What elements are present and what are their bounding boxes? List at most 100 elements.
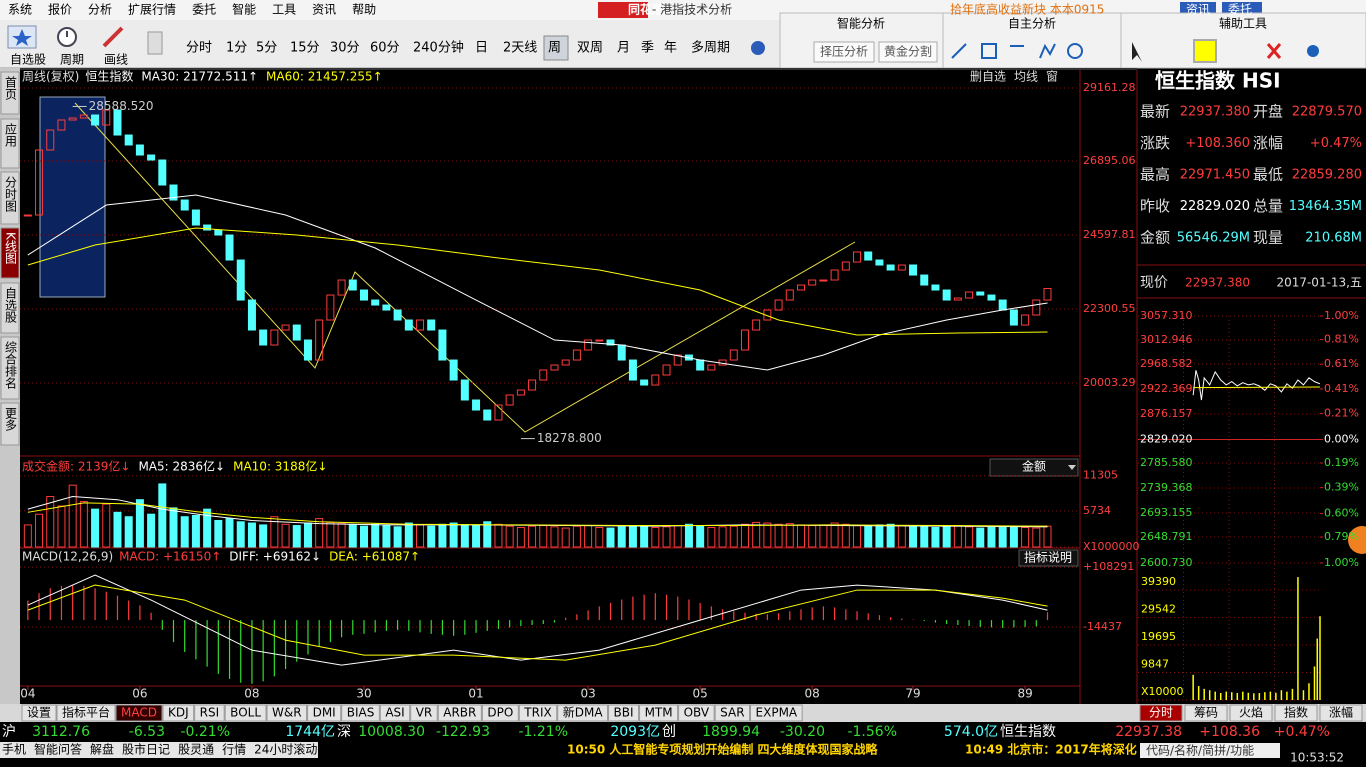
indicator-tab[interactable]	[162, 704, 195, 722]
side-tab[interactable]	[0, 71, 20, 115]
indicator-tab-label[interactable]: MACD	[121, 706, 157, 720]
period-button[interactable]: 双周	[577, 41, 603, 56]
intraday-tab-label[interactable]: 火焰	[1239, 705, 1263, 720]
intraday-tab-label[interactable]: 筹码	[1194, 706, 1218, 720]
indicator-tab[interactable]	[307, 704, 342, 722]
intraday-tab-label[interactable]: 指数	[1284, 705, 1308, 720]
menu-item[interactable]: 工具	[272, 3, 296, 17]
indicator-tab[interactable]	[194, 704, 225, 722]
side-tab-label[interactable]: 分时图	[4, 176, 18, 212]
period-button[interactable]: 季	[641, 41, 654, 56]
cursor-tool[interactable]	[1132, 42, 1142, 62]
tool-label[interactable]: 自选股	[10, 53, 46, 67]
top-button[interactable]: 资讯	[1186, 3, 1210, 17]
button-box[interactable]	[1018, 549, 1079, 567]
indicator-tab[interactable]	[21, 704, 57, 722]
intraday-tab[interactable]	[1184, 704, 1228, 722]
gear-tool[interactable]	[1307, 45, 1319, 57]
intraday-tab[interactable]	[1139, 704, 1183, 722]
news-item[interactable]: 10:49 北京市：2017年将深化	[965, 742, 1137, 757]
chart-button[interactable]: 窗	[1046, 70, 1058, 84]
indicator-tab[interactable]	[266, 704, 308, 722]
period-button[interactable]: 5分	[256, 41, 277, 56]
side-tab[interactable]	[0, 402, 20, 446]
indicator-tab[interactable]	[639, 704, 679, 722]
indicator-tab[interactable]	[437, 704, 482, 722]
tool-wave[interactable]	[1039, 43, 1056, 59]
indicator-tab[interactable]	[56, 704, 116, 722]
tool-line[interactable]	[951, 43, 967, 59]
menu-item[interactable]: 扩展行情	[128, 3, 176, 17]
bottom-button[interactable]: 手机	[2, 743, 26, 757]
period-button[interactable]: 月	[617, 41, 630, 56]
indicator-tab[interactable]	[750, 704, 803, 722]
menu-item[interactable]: 资讯	[312, 3, 336, 17]
period-button[interactable]: 15分	[290, 41, 320, 56]
indicator-tab[interactable]	[678, 704, 715, 722]
indicator-tab-label[interactable]: OBV	[684, 706, 710, 720]
settings-icon[interactable]	[751, 41, 765, 55]
indicator-tab-label[interactable]: KDJ	[168, 706, 189, 720]
indicator-tab-label[interactable]: 设置	[27, 706, 51, 720]
menu-item[interactable]: 智能	[232, 2, 256, 17]
side-tab-label[interactable]: 应用	[4, 122, 18, 148]
bottom-button[interactable]: 解盘	[90, 742, 114, 757]
period-button[interactable]: 1分	[226, 41, 247, 56]
tool-label[interactable]: 画线	[104, 53, 128, 67]
search-box[interactable]	[1140, 743, 1280, 758]
indicator-tab-label[interactable]: ASI	[385, 706, 404, 720]
period-button[interactable]: 分时	[186, 41, 212, 56]
bottom-button[interactable]: 智能问答	[34, 742, 82, 757]
indicator-tab[interactable]	[608, 704, 640, 722]
indicator-tab-label[interactable]: DPO	[487, 706, 513, 720]
selector-label[interactable]: 金额	[1022, 459, 1046, 474]
chart-button[interactable]: 均线	[1014, 70, 1038, 84]
tool-rect[interactable]	[981, 43, 997, 59]
intraday-tab[interactable]	[1274, 704, 1318, 722]
indicator-tab[interactable]	[224, 704, 267, 722]
bottom-button[interactable]: 股市日记	[122, 742, 170, 757]
side-tab[interactable]	[0, 171, 20, 225]
indicator-tab-label[interactable]: EXPMA	[756, 706, 798, 720]
menu-item[interactable]: 系统	[8, 3, 32, 17]
indicator-help[interactable]: 指标说明	[1024, 550, 1072, 565]
panel-button[interactable]: 黄金分割	[884, 44, 932, 59]
menu-item[interactable]: 分析	[88, 3, 112, 17]
indicator-tab-label[interactable]: ARBR	[443, 706, 476, 720]
menu-item[interactable]: 委托	[192, 3, 216, 17]
indicator-tab-label[interactable]: 指标平台	[62, 705, 110, 720]
indicator-tab-label[interactable]: MTM	[645, 706, 673, 720]
period-button[interactable]: 多周期	[691, 40, 730, 56]
float-badge[interactable]	[1348, 526, 1366, 554]
bottom-button[interactable]: 股灵通	[178, 743, 214, 757]
intraday-tab[interactable]	[1319, 704, 1363, 722]
indicator-tab-label[interactable]: BIAS	[347, 706, 375, 720]
search-placeholder[interactable]: 代码/名称/简拼/功能	[1146, 743, 1254, 758]
period-button[interactable]: 周	[548, 41, 561, 56]
intraday-tab-label[interactable]: 分时	[1149, 706, 1173, 720]
indicator-tab-label[interactable]: TRIX	[523, 706, 551, 720]
tool-circle[interactable]	[1067, 43, 1083, 59]
indicator-tab-label[interactable]: SAR	[720, 706, 744, 720]
indicator-tab-label[interactable]: BBI	[614, 706, 634, 720]
chart-button[interactable]: 删自选	[970, 70, 1006, 84]
indicator-tab[interactable]	[410, 704, 438, 722]
side-tab-label[interactable]: 首页	[4, 76, 18, 101]
tool-label[interactable]: 周期	[60, 53, 84, 67]
top-button[interactable]: 委托	[1228, 3, 1252, 17]
pen-icon[interactable]	[102, 26, 124, 48]
indicator-tab-label[interactable]: W&R	[272, 706, 302, 720]
intraday-tab[interactable]	[1229, 704, 1273, 722]
side-tab-label[interactable]: 自选股	[4, 287, 18, 324]
side-tab[interactable]	[0, 282, 20, 334]
intraday-tab-label[interactable]: 涨幅	[1329, 705, 1353, 720]
panel-button[interactable]: 择压分析	[820, 45, 868, 59]
indicator-tab[interactable]	[481, 704, 519, 722]
period-button[interactable]: 年	[664, 41, 677, 56]
indicator-tab[interactable]	[714, 704, 751, 722]
indicator-tab[interactable]	[115, 704, 163, 722]
period-button[interactable]: 30分	[330, 41, 360, 56]
period-button[interactable]: 2天线	[503, 41, 537, 56]
color-tool[interactable]	[1193, 39, 1217, 63]
indicator-tab[interactable]	[518, 704, 558, 722]
